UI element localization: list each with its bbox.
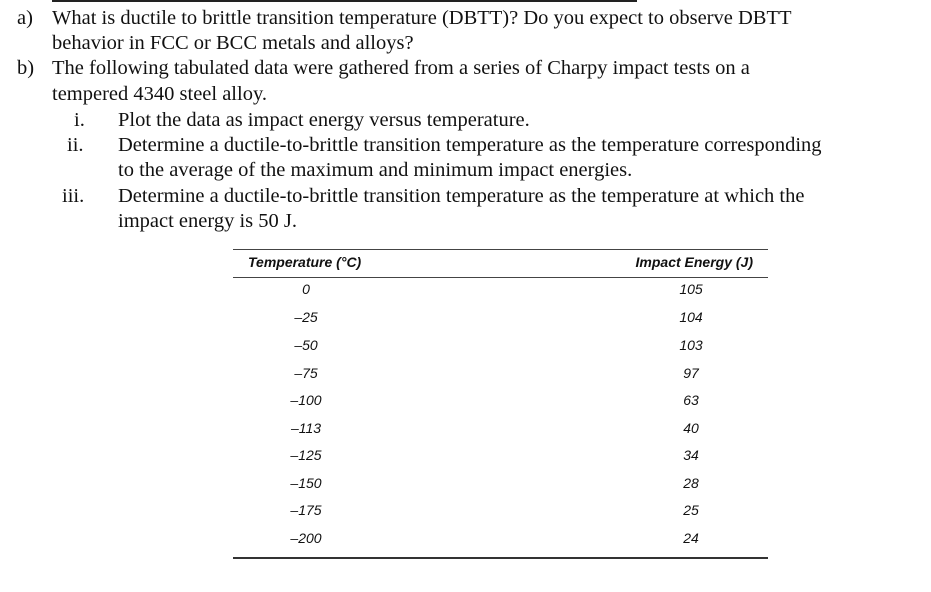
table-cell-energy: 97 — [683, 365, 699, 381]
table-cell-energy: 105 — [679, 281, 703, 297]
table-cell-energy: 34 — [683, 447, 699, 463]
table-cell-temperature: 0 — [302, 281, 310, 297]
item-ii-line-1: Determine a ductile-to-brittle transitio… — [118, 134, 822, 156]
table-cell-energy: 25 — [683, 502, 699, 518]
table-cell-temperature: –175 — [290, 502, 322, 518]
table-cell-energy: 28 — [683, 475, 699, 491]
item-iii-line-2: impact energy is 50 J. — [118, 210, 297, 232]
table-cell-temperature: –50 — [294, 337, 318, 353]
table-top-rule — [233, 249, 768, 250]
item-iii-line-1: Determine a ductile-to-brittle transitio… — [118, 185, 805, 207]
table-cell-energy: 24 — [683, 530, 699, 546]
item-i-marker: i. — [74, 109, 85, 131]
item-i-line-1: Plot the data as impact energy versus te… — [118, 109, 530, 131]
table-cell-energy: 63 — [683, 392, 699, 408]
part-b-line-1: The following tabulated data were gather… — [52, 57, 750, 79]
part-a-marker: a) — [17, 7, 33, 29]
charpy-data-table: Temperature (°C) Impact Energy (J) 0 105… — [233, 249, 768, 559]
part-a-line-2: behavior in FCC or BCC metals and alloys… — [52, 32, 414, 54]
table-cell-temperature: –150 — [290, 475, 322, 491]
table-bottom-rule — [233, 557, 768, 559]
table-cell-temperature: –25 — [294, 309, 318, 325]
table-cell-temperature: –113 — [290, 420, 322, 436]
part-a-line-1: What is ductile to brittle transition te… — [52, 7, 792, 29]
header-impact-energy: Impact Energy (J) — [635, 254, 753, 270]
table-cell-temperature: –100 — [290, 392, 322, 408]
table-cell-energy: 103 — [679, 337, 703, 353]
table-cell-energy: 40 — [683, 420, 699, 436]
header-temperature: Temperature (°C) — [248, 254, 362, 270]
table-cell-energy: 104 — [679, 309, 703, 325]
part-b-line-2: tempered 4340 steel alloy. — [52, 83, 267, 105]
table-cell-temperature: –125 — [290, 447, 322, 463]
item-iii-marker: iii. — [62, 185, 85, 207]
table-cell-temperature: –75 — [294, 365, 318, 381]
table-cell-temperature: –200 — [290, 530, 322, 546]
table-header-rule — [233, 277, 768, 278]
item-ii-line-2: to the average of the maximum and minimu… — [118, 159, 633, 181]
top-rule — [52, 0, 637, 2]
part-b-marker: b) — [17, 57, 35, 79]
item-ii-marker: ii. — [67, 134, 84, 156]
